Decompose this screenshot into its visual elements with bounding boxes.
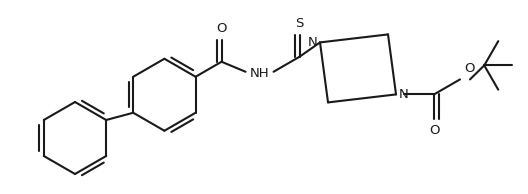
Text: O: O [216,22,227,35]
Text: O: O [429,124,439,137]
Text: S: S [295,17,304,30]
Text: N: N [399,88,409,101]
Text: NH: NH [250,67,269,80]
Text: O: O [464,62,475,75]
Text: N: N [307,36,317,49]
